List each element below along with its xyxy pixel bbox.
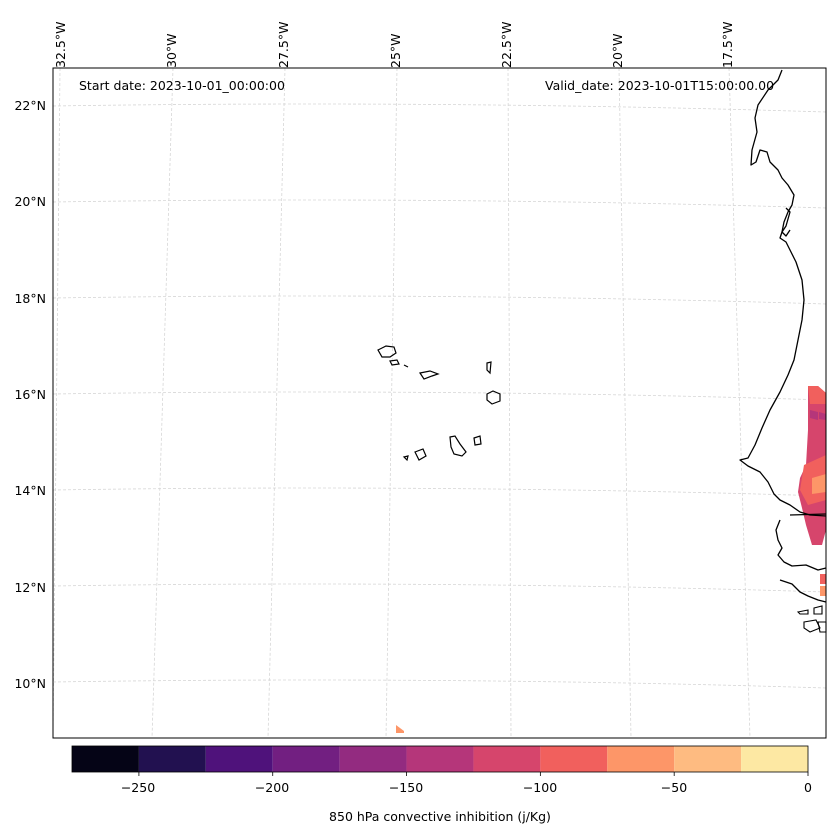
colorbar-segment bbox=[540, 746, 608, 772]
santa-luzia-island bbox=[403, 364, 409, 368]
lat-label: 10°N bbox=[14, 676, 46, 691]
lat-label: 16°N bbox=[14, 387, 46, 402]
island bbox=[817, 621, 827, 633]
parallel-18n bbox=[52, 295, 827, 305]
colorbar-segment bbox=[272, 746, 340, 772]
parallel-22n bbox=[52, 103, 827, 113]
meridian-32-5w bbox=[52, 67, 61, 739]
parallel-10n bbox=[52, 679, 827, 689]
lon-label: 22.5°W bbox=[499, 21, 514, 68]
colorbar-frame bbox=[71, 745, 809, 773]
cin-contour-level-50 bbox=[812, 474, 826, 494]
boa-vista-island bbox=[486, 390, 501, 405]
lat-label: 14°N bbox=[14, 483, 46, 498]
start-date-label: Start date: 2023-10-01_00:00:00 bbox=[79, 78, 285, 93]
colorbar-segment bbox=[674, 746, 742, 772]
colorbar-tick: −150 bbox=[388, 780, 424, 795]
meridian-25w bbox=[385, 67, 398, 739]
gambia-river bbox=[789, 513, 827, 516]
cin-contour-level-125 bbox=[819, 412, 826, 420]
meridian-30w bbox=[151, 67, 174, 739]
parallel-16n bbox=[52, 391, 827, 401]
parallel-14n bbox=[52, 487, 827, 497]
colorbar bbox=[71, 745, 809, 776]
cin-contour-level-75 bbox=[808, 386, 826, 404]
lon-label: 20°W bbox=[610, 33, 625, 68]
fogo-island bbox=[414, 448, 427, 461]
lon-label: 27.5°W bbox=[276, 21, 291, 68]
bijagos-coastline bbox=[779, 579, 827, 603]
cin-contour-level-125 bbox=[810, 410, 818, 420]
lat-label: 22°N bbox=[14, 98, 46, 113]
lat-label: 12°N bbox=[14, 580, 46, 595]
lon-label: 30°W bbox=[164, 33, 179, 68]
valid-date-label: Valid_date: 2023-10-01T15:00:00.00 bbox=[545, 78, 775, 93]
cin-filled-contours bbox=[396, 386, 826, 733]
colorbar-segment bbox=[138, 746, 206, 772]
meridian-20w bbox=[618, 67, 632, 739]
colorbar-segment bbox=[607, 746, 675, 772]
lat-label: 20°N bbox=[14, 194, 46, 209]
island bbox=[803, 619, 821, 633]
island bbox=[796, 609, 809, 615]
maio-island bbox=[473, 435, 482, 446]
colorbar-tick: −250 bbox=[120, 780, 156, 795]
colorbar-segment bbox=[205, 746, 273, 772]
coastline bbox=[739, 69, 827, 603]
island bbox=[813, 605, 823, 615]
meridian-17-5w bbox=[728, 67, 751, 739]
cin-contour-level-50 bbox=[820, 586, 826, 596]
sao-nicolau-island bbox=[419, 370, 440, 380]
africa-coastline bbox=[739, 69, 827, 517]
cin-contour-level-50 bbox=[396, 725, 404, 733]
colorbar-segment bbox=[72, 746, 139, 772]
santo-antao-island bbox=[377, 345, 397, 358]
africa-coastline-south bbox=[775, 519, 827, 571]
cape-verde-islands bbox=[377, 345, 501, 462]
colorbar-segment bbox=[339, 746, 407, 772]
lon-label: 32.5°W bbox=[53, 21, 68, 68]
lat-label: 18°N bbox=[14, 291, 46, 306]
colorbar-tick: −200 bbox=[254, 780, 290, 795]
colorbar-tick: 0 bbox=[804, 780, 812, 795]
santiago-island bbox=[449, 435, 467, 457]
parallel-12n bbox=[52, 583, 827, 593]
sal-island bbox=[486, 361, 492, 375]
bay-inlet bbox=[781, 207, 791, 237]
colorbar-segment bbox=[406, 746, 474, 772]
colorbar-tick: −100 bbox=[522, 780, 558, 795]
map-frame bbox=[52, 67, 827, 739]
meridian-27-5w bbox=[267, 67, 286, 739]
cin-contour-level-75 bbox=[820, 574, 826, 584]
lon-label: 25°W bbox=[388, 33, 403, 68]
colorbar-tick: −50 bbox=[660, 780, 688, 795]
lon-label: 17.5°W bbox=[720, 21, 735, 68]
colorbar-segment bbox=[741, 746, 808, 772]
graticule bbox=[52, 67, 827, 739]
colorbar-label: 850 hPa convective inhibition (j/Kg) bbox=[329, 809, 551, 824]
guinea-islands bbox=[796, 605, 827, 633]
brava-island bbox=[402, 455, 409, 462]
colorbar-segment bbox=[473, 746, 541, 772]
parallel-20n bbox=[52, 199, 827, 209]
sao-vicente-island bbox=[389, 359, 400, 366]
meridian-22-5w bbox=[507, 67, 512, 739]
